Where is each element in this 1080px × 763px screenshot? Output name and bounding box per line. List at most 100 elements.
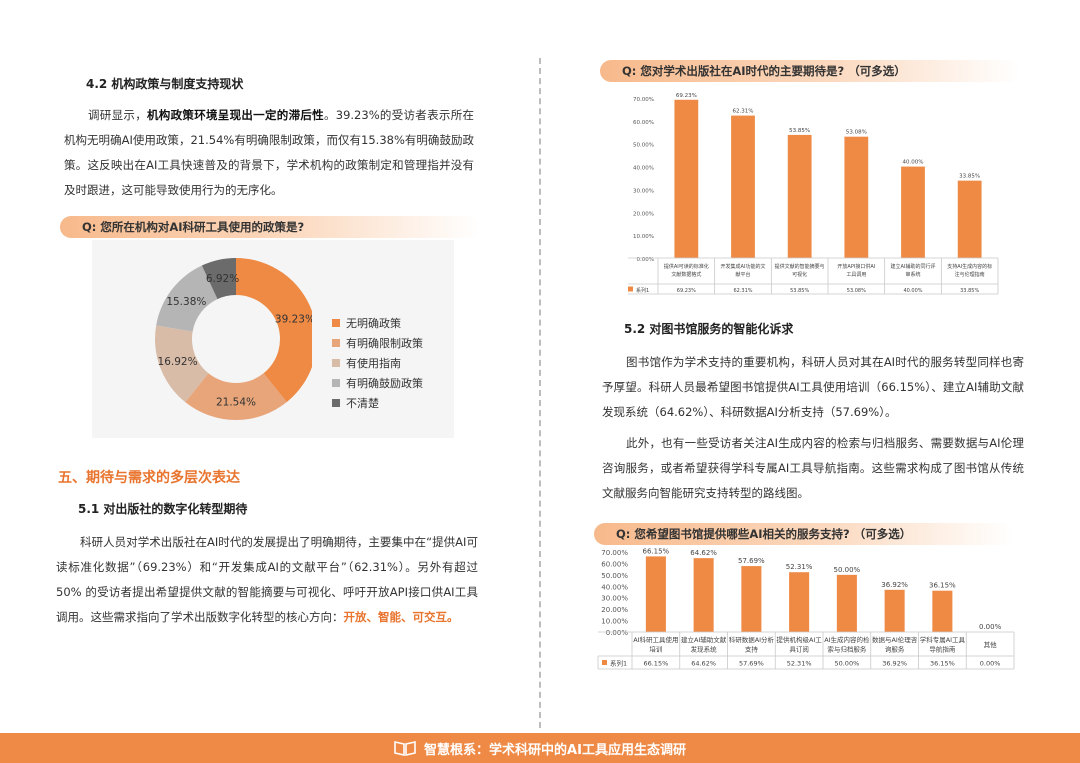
donut-slice-label: 16.92% [158, 356, 198, 368]
para-5-1-highlight: 开放、智能、可交互。 [343, 610, 459, 624]
para-prefix: 调研显示， [88, 108, 147, 122]
category-label: AI科研工具使用 [633, 635, 678, 644]
table-value: 0.00% [980, 660, 1001, 668]
category-label: 提供AI可读的标准化 [664, 263, 709, 270]
donut-legend: 无明确政策有明确限制政策 有使用指南有明确鼓励政策 不清楚 [332, 313, 423, 413]
category-label: 提供机构级AI工 [776, 635, 822, 644]
legend-swatch [332, 359, 340, 367]
section-5-2-paragraph-1: 图书馆作为学术支持的重要机构，科研人员对其在AI时代的服务转型同样也寄予厚望。科… [602, 355, 1024, 419]
y-tick-label: 50.00% [601, 572, 628, 580]
donut-slice [185, 373, 287, 420]
library-bar-chart: 0.00% 10.00% 20.00% 30.00% 40.00% 50.00% 60.00… [596, 546, 1020, 674]
table-value: 52.31% [787, 660, 812, 668]
bar [836, 574, 857, 632]
category-label: 索与归档服务 [827, 645, 867, 654]
donut-slice [236, 258, 312, 403]
question-banner-policy: Q: 您所在机构对AI科研工具使用的政策是? [60, 216, 480, 238]
category-label: AI生成内容的检 [824, 635, 870, 644]
table-value: 40.00% [903, 288, 922, 294]
section-5-1-paragraph: 科研人员对学术出版社在AI时代的发展提出了明确期待，主要集中在“提供AI可读标准… [56, 530, 478, 630]
donut-slice-label: 6.92% [206, 273, 239, 285]
category-label: 献平台 [735, 271, 750, 278]
bar-data-label: 53.85% [789, 128, 810, 134]
question-banner-library: Q: 您希望图书馆提供哪些AI相关的服务支持? （可多选） [594, 523, 1014, 545]
y-tick-label: 20.00% [633, 211, 654, 217]
category-label: 培训 [649, 645, 662, 654]
bar [741, 566, 762, 632]
legend-item: 无明确政策 [332, 313, 423, 333]
bar-data-label: 52.31% [786, 563, 813, 571]
column-divider [539, 58, 541, 728]
legend-label: 有使用指南 [346, 357, 401, 370]
y-tick-label: 10.00% [601, 618, 628, 626]
legend-label: 不清楚 [346, 397, 379, 410]
y-tick-label: 40.00% [633, 166, 654, 172]
category-label: 开放API接口供AI [837, 263, 875, 270]
legend-label: 有明确鼓励政策 [346, 377, 423, 390]
legend-swatch [332, 379, 340, 387]
y-tick-label: 10.00% [633, 234, 654, 240]
donut-slice-label: 15.38% [166, 296, 206, 308]
category-label: 建立AI辅助的同行评 [891, 263, 936, 270]
bar [731, 115, 755, 258]
donut-slice-label: 21.54% [216, 397, 256, 409]
category-label: 询服务 [885, 645, 905, 654]
table-value: 36.15% [930, 660, 955, 668]
y-tick-label: 60.00% [601, 560, 628, 568]
legend-label: 无明确政策 [346, 317, 401, 330]
library-bar-svg: 0.00% 10.00% 20.00% 30.00% 40.00% 50.00% 60.00… [597, 547, 1015, 670]
category-label: 导航指南 [929, 645, 956, 654]
section-5-1-title: 5.1 对出版社的数字化转型期待 [78, 502, 248, 516]
donut-svg: 39.23% 21.54% 16.92% 15.38%6.92% [155, 258, 312, 420]
bar-data-label: 40.00% [903, 160, 924, 166]
y-tick-label: 0.00% [606, 629, 629, 637]
legend-label: 有明确限制政策 [346, 337, 423, 350]
publisher-bar-chart: 0.00% 10.00% 20.00% 30.00% 40.00% 50.00% 60.00… [623, 84, 1006, 296]
category-label: 工具调用 [846, 271, 866, 278]
bar-data-label: 66.15% [643, 547, 670, 555]
bar [789, 572, 810, 632]
footer-bar: 智慧根系：学术科研中的AI工具应用生态调研 [0, 733, 1080, 763]
donut-slice [155, 325, 209, 403]
bar [844, 136, 869, 258]
legend-item: 有明确鼓励政策 [332, 373, 423, 393]
y-tick-label: 40.00% [601, 583, 628, 591]
bar [787, 134, 812, 258]
y-tick-label: 60.00% [633, 120, 654, 126]
table-value: 36.92% [882, 660, 907, 668]
category-label: 学科专属AI工具 [920, 635, 966, 644]
bar [901, 166, 925, 258]
donut-slice-label: 39.23% [275, 313, 312, 325]
category-label: 科研数据AI分析 [729, 635, 775, 644]
legend-item: 不清楚 [332, 393, 423, 413]
category-label: 数据与AI伦理咨 [872, 635, 918, 644]
y-tick-label: 30.00% [633, 188, 654, 194]
bar [645, 556, 666, 632]
category-label: 开发集成AI功能的文 [721, 263, 766, 270]
category-label: 审系统 [905, 271, 920, 278]
category-label: 具订阅 [789, 646, 809, 654]
publisher-bar-svg: 0.00% 10.00% 20.00% 30.00% 40.00% 50.00% 60.00… [623, 93, 999, 295]
table-value: 66.15% [643, 660, 668, 668]
bar [884, 589, 905, 632]
bar [674, 99, 699, 258]
bar-data-label: 0.00% [979, 623, 1002, 631]
y-tick-label: 70.00% [601, 549, 628, 557]
category-label: 其他 [984, 640, 998, 649]
bar [957, 180, 982, 258]
category-label: 支持 [745, 645, 759, 654]
table-value: 69.23% [677, 288, 696, 294]
para-5-1-text: 科研人员对学术出版社在AI时代的发展提出了明确期待，主要集中在“提供AI可读标准… [56, 535, 478, 624]
section-5-2-title: 5.2 对图书馆服务的智能化诉求 [624, 322, 794, 336]
category-label: 注与伦理指南 [955, 271, 985, 278]
question-banner-publisher: Q: 您对学术出版社在AI时代的主要期待是? （可多选） [600, 60, 1020, 82]
series-swatch [602, 660, 607, 665]
y-tick-label: 70.00% [633, 97, 654, 103]
legend-swatch [332, 339, 340, 347]
y-tick-label: 0.00% [637, 257, 654, 263]
bar-data-label: 53.08% [846, 130, 867, 136]
y-tick-label: 30.00% [601, 595, 628, 603]
bar [693, 558, 714, 632]
legend-swatch [332, 399, 340, 407]
bar-data-label: 64.62% [690, 549, 717, 557]
